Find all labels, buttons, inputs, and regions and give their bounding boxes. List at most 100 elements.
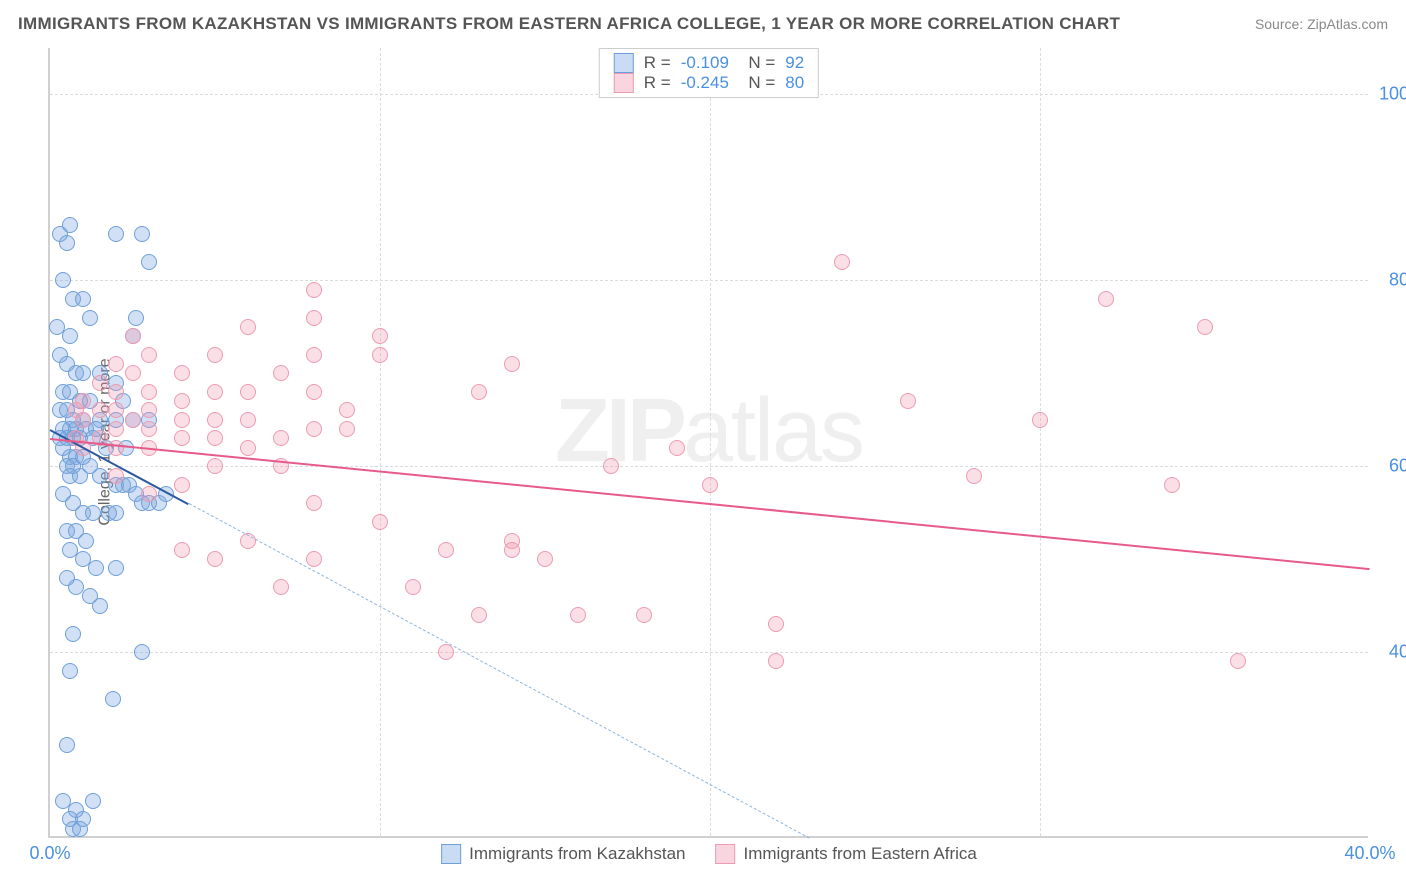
data-point bbox=[141, 347, 157, 363]
data-point bbox=[372, 347, 388, 363]
gridline-h bbox=[50, 652, 1368, 653]
legend-item: Immigrants from Kazakhstan bbox=[441, 844, 685, 864]
y-tick-label: 80.0% bbox=[1389, 270, 1406, 291]
data-point bbox=[240, 440, 256, 456]
data-point bbox=[108, 384, 124, 400]
data-point bbox=[273, 579, 289, 595]
data-point bbox=[92, 402, 108, 418]
data-point bbox=[75, 365, 91, 381]
data-point bbox=[59, 737, 75, 753]
data-point bbox=[372, 514, 388, 530]
data-point bbox=[72, 821, 88, 837]
legend-r-value: -0.245 bbox=[681, 73, 729, 93]
data-point bbox=[174, 412, 190, 428]
data-point bbox=[768, 653, 784, 669]
data-point bbox=[1032, 412, 1048, 428]
data-point bbox=[108, 226, 124, 242]
data-point bbox=[240, 384, 256, 400]
x-tick-label: 0.0% bbox=[29, 843, 70, 864]
watermark: ZIPatlas bbox=[555, 380, 863, 483]
data-point bbox=[108, 560, 124, 576]
series-legend: Immigrants from Kazakhstan Immigrants fr… bbox=[441, 844, 977, 864]
gridline-v bbox=[710, 48, 711, 836]
data-point bbox=[65, 626, 81, 642]
data-point bbox=[1098, 291, 1114, 307]
legend-item: Immigrants from Eastern Africa bbox=[716, 844, 977, 864]
data-point bbox=[88, 560, 104, 576]
data-point bbox=[702, 477, 718, 493]
data-point bbox=[141, 421, 157, 437]
data-point bbox=[273, 430, 289, 446]
data-point bbox=[62, 328, 78, 344]
y-tick-label: 100.0% bbox=[1379, 84, 1406, 105]
legend-n-value: 80 bbox=[785, 73, 804, 93]
data-point bbox=[339, 421, 355, 437]
data-point bbox=[768, 616, 784, 632]
data-point bbox=[603, 458, 619, 474]
y-tick-label: 40.0% bbox=[1389, 642, 1406, 663]
data-point bbox=[438, 644, 454, 660]
data-point bbox=[108, 440, 124, 456]
data-point bbox=[306, 421, 322, 437]
data-point bbox=[128, 310, 144, 326]
data-point bbox=[108, 421, 124, 437]
data-point bbox=[174, 365, 190, 381]
data-point bbox=[339, 402, 355, 418]
data-point bbox=[207, 347, 223, 363]
data-point bbox=[1230, 653, 1246, 669]
legend-n-value: 92 bbox=[785, 53, 804, 73]
legend-row: R = -0.109 N = 92 bbox=[614, 53, 804, 73]
data-point bbox=[504, 356, 520, 372]
swatch-icon bbox=[614, 53, 634, 73]
gridline-h bbox=[50, 280, 1368, 281]
data-point bbox=[405, 579, 421, 595]
data-point bbox=[306, 551, 322, 567]
data-point bbox=[471, 607, 487, 623]
data-point bbox=[59, 235, 75, 251]
legend-r-value: -0.109 bbox=[681, 53, 729, 73]
data-point bbox=[134, 226, 150, 242]
data-point bbox=[92, 598, 108, 614]
data-point bbox=[125, 412, 141, 428]
data-point bbox=[125, 328, 141, 344]
gridline-v bbox=[1040, 48, 1041, 836]
chart-title: IMMIGRANTS FROM KAZAKHSTAN VS IMMIGRANTS… bbox=[18, 14, 1120, 34]
data-point bbox=[207, 551, 223, 567]
y-tick-label: 60.0% bbox=[1389, 456, 1406, 477]
data-point bbox=[306, 384, 322, 400]
data-point bbox=[108, 402, 124, 418]
data-point bbox=[372, 328, 388, 344]
data-point bbox=[504, 533, 520, 549]
data-point bbox=[306, 310, 322, 326]
data-point bbox=[438, 542, 454, 558]
chart-area: College, 1 year or more R = -0.109 N = 9… bbox=[48, 48, 1368, 838]
data-point bbox=[105, 691, 121, 707]
data-point bbox=[141, 402, 157, 418]
data-point bbox=[207, 384, 223, 400]
header-bar: IMMIGRANTS FROM KAZAKHSTAN VS IMMIGRANTS… bbox=[18, 14, 1388, 34]
data-point bbox=[240, 412, 256, 428]
data-point bbox=[1197, 319, 1213, 335]
data-point bbox=[141, 254, 157, 270]
data-point bbox=[68, 402, 84, 418]
data-point bbox=[55, 272, 71, 288]
source-label: Source: ZipAtlas.com bbox=[1255, 16, 1388, 32]
legend-r-label: R = bbox=[644, 73, 671, 93]
data-point bbox=[207, 430, 223, 446]
data-point bbox=[82, 310, 98, 326]
legend-n-label: N = bbox=[739, 73, 775, 93]
data-point bbox=[134, 644, 150, 660]
correlation-legend: R = -0.109 N = 92 R = -0.245 N = 80 bbox=[599, 48, 819, 98]
data-point bbox=[72, 468, 88, 484]
swatch-icon bbox=[441, 844, 461, 864]
data-point bbox=[636, 607, 652, 623]
data-point bbox=[92, 375, 108, 391]
data-point bbox=[174, 542, 190, 558]
legend-n-label: N = bbox=[739, 53, 775, 73]
data-point bbox=[207, 458, 223, 474]
data-point bbox=[306, 495, 322, 511]
swatch-icon bbox=[716, 844, 736, 864]
gridline-v bbox=[380, 48, 381, 836]
data-point bbox=[1164, 477, 1180, 493]
data-point bbox=[900, 393, 916, 409]
